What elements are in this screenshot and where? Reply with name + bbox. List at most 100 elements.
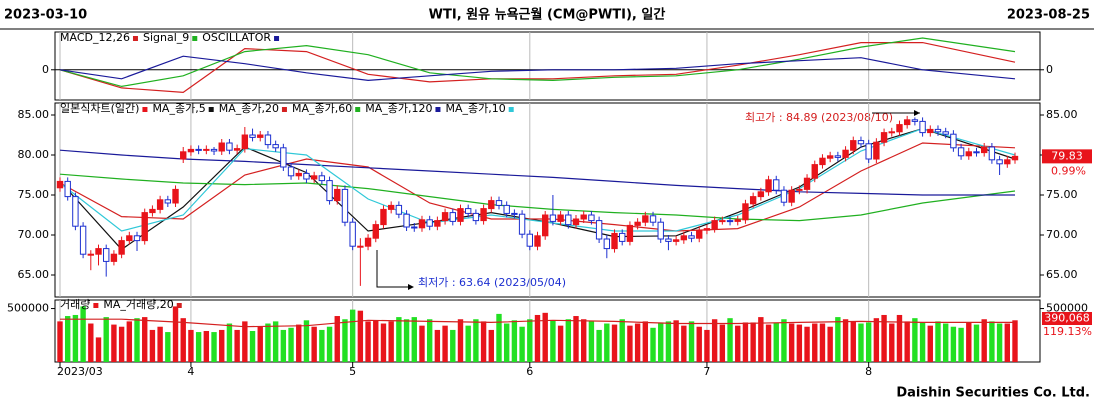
line-series [59, 173, 1016, 222]
volume-bar [111, 324, 117, 362]
volume-bar [850, 321, 856, 362]
candle-body [588, 214, 595, 222]
volume-bar [195, 332, 202, 362]
candle-body [103, 248, 110, 262]
price-frame [54, 102, 1041, 298]
candle-body [218, 142, 225, 152]
candle-body [880, 132, 888, 143]
volume-bar [858, 323, 864, 362]
candle-body [903, 119, 911, 126]
candle-body [133, 235, 141, 242]
candle-body [657, 221, 664, 240]
y-tick-label: 85.00 [18, 108, 50, 121]
volume-bar [496, 313, 502, 362]
candle-body [842, 149, 849, 158]
volume-bar [673, 320, 679, 362]
candle-body [1011, 155, 1019, 161]
low-annotation: 최저가 : 63.64 (2023/05/04) [418, 276, 566, 289]
volume-bar [172, 306, 179, 362]
y-tick-label-right: 85.00 [1046, 108, 1078, 121]
volume-bar [473, 319, 479, 362]
volume-bar [326, 326, 333, 362]
candle-body [526, 233, 533, 247]
volume-bar [912, 318, 918, 362]
x-tick-label: 6 [526, 365, 533, 378]
volume-bar [118, 326, 125, 362]
volume-bar [804, 326, 810, 362]
candle-body [757, 191, 765, 198]
volume-bar [396, 317, 402, 362]
volume-bar [889, 323, 895, 362]
y-tick-label-right: 500000 [1046, 302, 1088, 315]
y-tick-label-right: 0 [1046, 63, 1053, 76]
legend-label: MACD_12,26 [60, 31, 130, 44]
candle-body [642, 215, 649, 223]
candle-body [834, 155, 842, 158]
candle-body [572, 218, 580, 226]
candle-body [303, 172, 310, 180]
volume-bar [226, 323, 233, 362]
legend-marker [93, 303, 99, 308]
candle-body [873, 141, 880, 160]
volume-bar [465, 325, 471, 362]
volume-bar [373, 320, 379, 362]
volume-bar [488, 329, 494, 362]
volume-bar [950, 326, 957, 362]
volume-bar [388, 321, 394, 362]
candle-body [595, 220, 603, 240]
volume-bar [881, 314, 887, 362]
volume-bar [1004, 323, 1010, 362]
candle-body [334, 188, 341, 202]
candle-body [434, 220, 441, 227]
volume-bar [619, 319, 625, 362]
candle-body [395, 204, 403, 215]
y-tick-label: 70.00 [18, 228, 50, 241]
candle-body [403, 213, 410, 228]
volume-bar [334, 316, 340, 362]
candle-body [387, 204, 395, 210]
volume-bar [842, 319, 849, 362]
volume-bar [604, 323, 610, 362]
change-pct: 0.99% [1051, 164, 1086, 177]
candle-body [72, 196, 79, 227]
candle-body [734, 219, 741, 222]
candle-body [272, 144, 279, 149]
candle-body [464, 208, 472, 214]
legend-marker [208, 107, 214, 112]
legend-marker [435, 107, 441, 112]
volume-bar [812, 323, 818, 362]
volume-bar [219, 329, 225, 362]
volume-bar [142, 317, 148, 362]
volume-bar [357, 310, 364, 362]
volume-bar [80, 306, 86, 362]
candle-body [696, 229, 703, 239]
legend-label: MA_거래량,20 [103, 298, 173, 311]
x-tick-label: 2023/03 [57, 365, 103, 378]
volume-bar [611, 324, 618, 362]
candle-body [87, 253, 95, 256]
volume-bar [542, 312, 548, 362]
volume-bar [503, 323, 510, 362]
chart-title: WTI, 원유 뉴욕근월 (CM@PWTI), 일간 [429, 7, 666, 23]
candle-body [511, 212, 518, 215]
candle-body [264, 134, 272, 146]
candle-body [542, 214, 549, 237]
candle-body [126, 235, 133, 242]
candle-body [518, 213, 526, 235]
candle-body [765, 179, 772, 193]
y-tick-label-right: 75.00 [1046, 188, 1078, 201]
candle-body [310, 175, 318, 180]
volume-bar [434, 329, 441, 362]
candle-body [141, 212, 148, 242]
volume-bar [935, 321, 941, 362]
candle-body [249, 134, 256, 138]
start-date: 2023-03-10 [4, 8, 87, 23]
volume-bar [835, 317, 841, 362]
volume-bar [265, 323, 271, 362]
candle-body [580, 214, 587, 220]
volume-bar [966, 322, 972, 362]
volume-bar [765, 324, 772, 362]
volume-bar [419, 325, 425, 362]
volume-bar [203, 331, 210, 362]
